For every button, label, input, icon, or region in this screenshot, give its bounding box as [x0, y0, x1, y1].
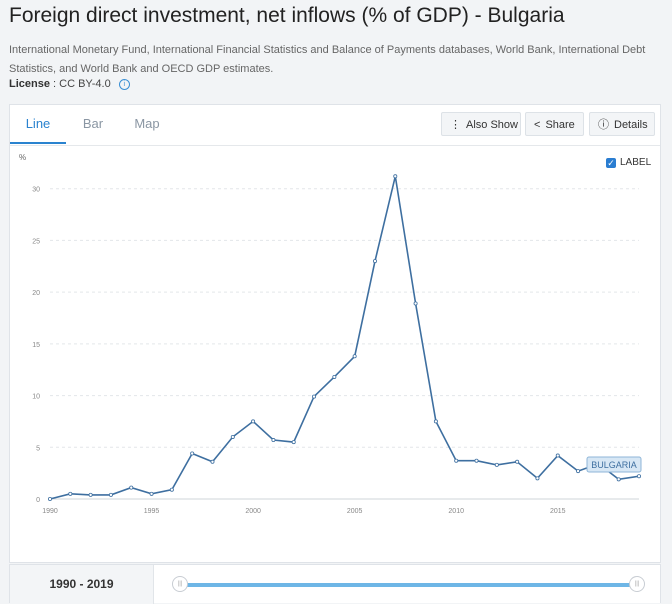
data-point[interactable] [169, 487, 174, 492]
more-vertical-icon: ⋮ [450, 119, 461, 131]
y-tick-label: 30 [32, 187, 40, 194]
also-show-label: Also Show [466, 119, 518, 131]
y-tick-label: 25 [32, 238, 40, 245]
data-point[interactable] [515, 459, 520, 464]
license-line: License : CC BY-4.0 i [9, 78, 130, 90]
x-tick-label: 2005 [347, 508, 363, 515]
data-point[interactable] [433, 419, 438, 424]
y-tick-label: 15 [32, 342, 40, 349]
data-point[interactable] [352, 354, 357, 359]
y-tick-label: 10 [32, 394, 40, 401]
data-point[interactable] [129, 485, 134, 490]
license-value: : CC BY-4.0 [53, 78, 111, 90]
tab-map[interactable]: Map [134, 116, 160, 131]
label-toggle[interactable]: ✓ LABEL [606, 157, 651, 168]
view-tabs: Line Bar Map ⋮ Also Show < Share ⓘ Details [10, 105, 660, 146]
data-point[interactable] [332, 374, 337, 379]
data-point[interactable] [494, 462, 499, 467]
x-tick-label: 2000 [245, 508, 261, 515]
data-points [48, 174, 642, 501]
source-note: International Monetary Fund, Internation… [9, 44, 646, 75]
chart-card: Line Bar Map ⋮ Also Show < Share ⓘ Details … [9, 104, 661, 563]
x-tick-label: 1995 [144, 508, 160, 515]
data-point[interactable] [271, 438, 276, 443]
data-point[interactable] [190, 451, 195, 456]
y-axis-unit: % [19, 153, 26, 162]
data-point[interactable] [372, 259, 377, 264]
share-button[interactable]: < Share [525, 112, 584, 136]
data-point[interactable] [393, 174, 398, 179]
info-icon[interactable]: i [118, 79, 130, 90]
data-point[interactable] [108, 492, 113, 497]
data-point[interactable] [616, 477, 621, 482]
range-bar: 1990 - 2019 ||| ||| [9, 564, 661, 604]
data-point[interactable] [312, 394, 317, 399]
info-circle-icon: ⓘ [598, 119, 609, 131]
grid [50, 188, 639, 500]
data-point[interactable] [48, 496, 53, 501]
data-point[interactable] [637, 474, 642, 479]
x-tick-label: 1990 [42, 508, 58, 515]
x-axis-ticks: 1990 1995 2000 2005 2010 2015 [42, 508, 565, 515]
data-point[interactable] [230, 434, 235, 439]
data-point[interactable] [68, 491, 73, 496]
also-show-button[interactable]: ⋮ Also Show [441, 112, 521, 136]
data-point[interactable] [88, 492, 93, 497]
checkbox-icon[interactable]: ✓ [606, 158, 616, 168]
range-end-handle[interactable]: ||| [629, 576, 645, 592]
data-point[interactable] [555, 453, 560, 458]
y-tick-label: 5 [36, 445, 40, 452]
range-label: 1990 - 2019 [10, 565, 154, 604]
license-label: License [9, 78, 50, 90]
x-tick-label: 2015 [550, 508, 566, 515]
share-icon: < [534, 119, 541, 131]
series-line-bulgaria [49, 176, 640, 500]
series-label-bulgaria: BULGARIA [586, 456, 642, 473]
y-tick-label: 20 [32, 290, 40, 297]
range-slider-track[interactable] [180, 583, 638, 587]
y-axis-ticks: 0 5 10 15 20 25 30 [32, 187, 40, 504]
y-tick-label: 0 [36, 497, 40, 504]
data-point[interactable] [576, 469, 581, 474]
label-toggle-text: LABEL [620, 157, 652, 168]
tab-line[interactable]: Line [10, 105, 66, 144]
x-tick-label: 2010 [448, 508, 464, 515]
details-button[interactable]: ⓘ Details [589, 112, 655, 136]
details-label: Details [614, 119, 648, 131]
data-point[interactable] [149, 491, 154, 496]
data-point[interactable] [210, 459, 215, 464]
tab-bar[interactable]: Bar [82, 116, 104, 131]
series-label-text: BULGARIA [591, 460, 637, 470]
range-start-handle[interactable]: ||| [172, 576, 188, 592]
page-title: Foreign direct investment, net inflows (… [9, 4, 565, 27]
share-label: Share [545, 119, 575, 131]
data-point[interactable] [413, 301, 418, 306]
data-point[interactable] [251, 419, 256, 424]
data-point[interactable] [535, 476, 540, 481]
data-point[interactable] [291, 440, 296, 445]
data-point[interactable] [474, 458, 479, 463]
data-point[interactable] [454, 458, 459, 463]
